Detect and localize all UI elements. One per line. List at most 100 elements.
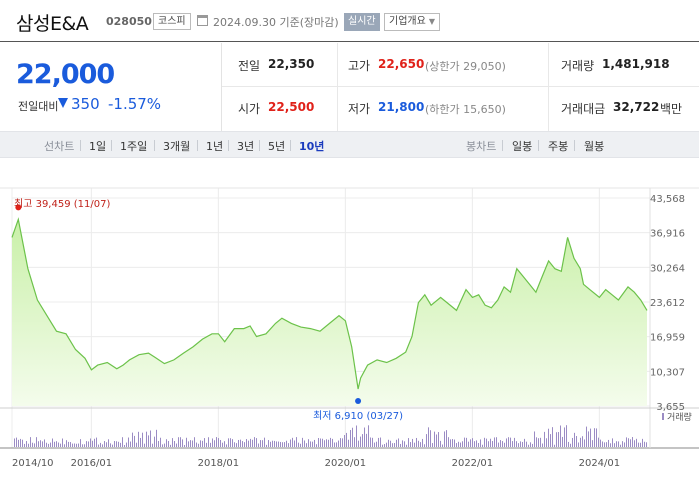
volume-bar: [196, 442, 197, 447]
candle-tab-daily[interactable]: 일봉: [512, 140, 533, 153]
volume-bar: [628, 438, 629, 447]
volume-bar: [400, 443, 401, 447]
volume-bar: [378, 437, 379, 447]
volume-bar: [592, 440, 593, 447]
volume-bar: [202, 440, 203, 447]
volume-bar: [56, 441, 57, 447]
volume-bar: [276, 441, 277, 447]
volume-bar: [580, 437, 581, 447]
volume-bar: [168, 440, 169, 447]
period-tab-1w[interactable]: 1주일: [120, 140, 148, 153]
divider: [228, 140, 229, 151]
volume-bar: [596, 428, 597, 447]
volume-bar: [250, 438, 251, 447]
x-tick-label: 2016/01: [71, 458, 113, 469]
volume-bar: [206, 442, 207, 447]
volume-bar: [164, 443, 165, 447]
volume-bar: [64, 444, 65, 447]
low-label: 저가: [348, 102, 371, 116]
period-tab-3y[interactable]: 3년: [237, 140, 255, 153]
volume-bar: [290, 439, 291, 447]
volume-bar: [116, 441, 117, 447]
volume-bar: [152, 443, 153, 447]
volume-bar: [350, 430, 351, 447]
chart-period-toolbar: 선차트 1일 1주일 3개월 1년 3년 5년 10년 봉차트 일봉 주봉 월봉: [0, 131, 699, 158]
volume-bar: [424, 444, 425, 447]
volume-bar: [68, 441, 69, 447]
volume-bar: [224, 441, 225, 447]
volume-bar: [324, 440, 325, 447]
volume-bar: [422, 438, 423, 447]
volume-bar: [518, 443, 519, 447]
divider: [197, 140, 198, 151]
volume-bar: [406, 444, 407, 447]
volume-bar: [620, 444, 621, 447]
volume-bar: [548, 428, 549, 447]
volume-bar: [328, 439, 329, 447]
volume-bar: [316, 444, 317, 447]
volume-bar: [144, 443, 145, 447]
volume-bar: [588, 431, 589, 447]
volume-bar: [356, 425, 357, 447]
stock-name[interactable]: 삼성E&A: [16, 13, 89, 35]
period-tab-3m[interactable]: 3개월: [163, 140, 191, 153]
volume-bar: [108, 439, 109, 447]
volume-bar: [394, 443, 395, 447]
period-tab-1y[interactable]: 1년: [206, 140, 224, 153]
volume-bar: [550, 434, 551, 447]
price-summary: 22,000 전일대비 350 -1.57% 전일 22,350 고가 22,6…: [0, 43, 699, 131]
volume-bar: [412, 438, 413, 447]
candle-tab-monthly[interactable]: 월봉: [584, 140, 605, 153]
volume-bar: [504, 442, 505, 447]
volume-bar: [342, 438, 343, 447]
volume-bar: [640, 442, 641, 447]
volume-bar: [428, 427, 429, 447]
volume-bar: [174, 441, 175, 447]
volume-bar: [584, 439, 585, 447]
divider: [222, 86, 699, 87]
volume-bar: [284, 442, 285, 447]
volume-bar: [92, 440, 93, 447]
y-tick-label: 43,568: [650, 194, 685, 205]
period-tab-10y[interactable]: 10년: [299, 140, 325, 153]
volume-bar: [78, 443, 79, 447]
volume-bar: [72, 443, 73, 447]
volume-bar: [524, 438, 525, 447]
title-bar: 삼성E&A 028050 코스피 2024.09.30 기준(장마감) 실시간 …: [0, 0, 699, 42]
volume-bar: [142, 432, 143, 447]
realtime-button[interactable]: 실시간: [344, 13, 380, 31]
volume-bar: [222, 442, 223, 447]
lower-limit: (하한가 15,650): [425, 103, 506, 116]
volume-bar: [522, 441, 523, 447]
volume-bar: [130, 441, 131, 447]
price-chart[interactable]: 43,568 36,916 30,264 23,612 16,959 10,307 3,65…: [0, 158, 699, 480]
period-tab-1d[interactable]: 1일: [89, 140, 107, 153]
volume-bar: [44, 439, 45, 447]
volume-bar: [102, 444, 103, 447]
volume-bar: [582, 436, 583, 447]
volume-bar: [578, 442, 579, 447]
volume-bar: [438, 432, 439, 447]
volume-bar: [274, 440, 275, 447]
company-overview-dropdown[interactable]: 기업개요 ▼: [384, 13, 440, 31]
volume-bar: [304, 440, 305, 447]
volume-bar: [386, 442, 387, 447]
volume-bar: [112, 444, 113, 447]
candle-tab-weekly[interactable]: 주봉: [548, 140, 569, 153]
period-tab-5y[interactable]: 5년: [268, 140, 286, 153]
volume-bar: [166, 439, 167, 447]
volume-bar: [420, 442, 421, 447]
volume-bar: [538, 438, 539, 447]
volume-bar: [236, 443, 237, 447]
volume-bar: [600, 439, 601, 447]
volume-bar: [240, 439, 241, 447]
volume-bar: [128, 437, 129, 447]
volume-bar: [480, 439, 481, 447]
volume-bar: [16, 437, 17, 447]
volume-bar: [98, 444, 99, 447]
volume-bar: [392, 443, 393, 447]
volume-bar: [36, 437, 37, 447]
divider: [290, 140, 291, 151]
volume-bar: [226, 444, 227, 447]
volume-bar: [336, 442, 337, 447]
